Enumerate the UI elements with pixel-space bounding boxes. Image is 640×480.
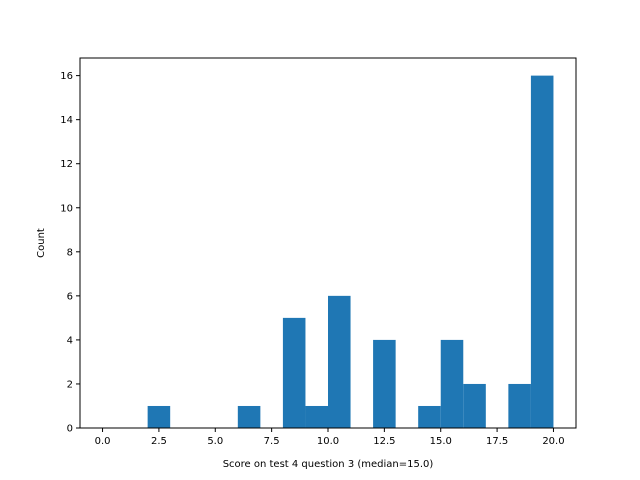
- x-tick-label: 7.5: [264, 436, 280, 447]
- y-axis-label: Count: [36, 228, 47, 258]
- histogram-bar: [305, 405, 328, 428]
- histogram-bar: [508, 383, 531, 428]
- x-tick-label: 20.0: [542, 436, 564, 447]
- plot-frame: [79, 57, 577, 429]
- x-tick-label: 15.0: [430, 436, 452, 447]
- y-tick-label: 6: [67, 291, 73, 302]
- x-tick-label: 0.0: [95, 436, 111, 447]
- y-tick-label: 14: [60, 115, 73, 126]
- histogram-bar: [282, 317, 306, 428]
- histogram-bar: [147, 405, 171, 428]
- bars-group: [147, 75, 554, 428]
- histogram-bar: [328, 295, 351, 428]
- y-tick-label: 16: [60, 71, 73, 82]
- y-tick-label: 8: [67, 247, 73, 258]
- histogram-bar: [373, 339, 396, 428]
- y-axis-ticks: 0 2 4 6 8 10 12 14 16: [60, 71, 80, 435]
- y-tick-label: 10: [60, 203, 73, 214]
- x-axis-ticks: 0.0 2.5 5.0 7.5 10.0 12.5 15.0 17.5 20.0: [95, 428, 565, 447]
- histogram-bar: [418, 405, 441, 428]
- x-tick-label: 17.5: [486, 436, 508, 447]
- histogram-bar: [463, 383, 486, 428]
- histogram-bar: [440, 339, 464, 428]
- y-tick-label: 4: [67, 335, 73, 346]
- x-tick-label: 5.0: [207, 436, 223, 447]
- y-tick-label: 2: [67, 379, 73, 390]
- x-tick-label: 10.0: [317, 436, 339, 447]
- x-axis-label: Score on test 4 question 3 (median=15.0): [223, 459, 434, 470]
- x-tick-label: 12.5: [373, 436, 395, 447]
- histogram-bar: [237, 405, 261, 428]
- y-tick-label: 12: [60, 159, 73, 170]
- x-tick-label: 2.5: [151, 436, 167, 447]
- histogram-bar: [530, 75, 554, 428]
- y-tick-label: 0: [67, 424, 73, 435]
